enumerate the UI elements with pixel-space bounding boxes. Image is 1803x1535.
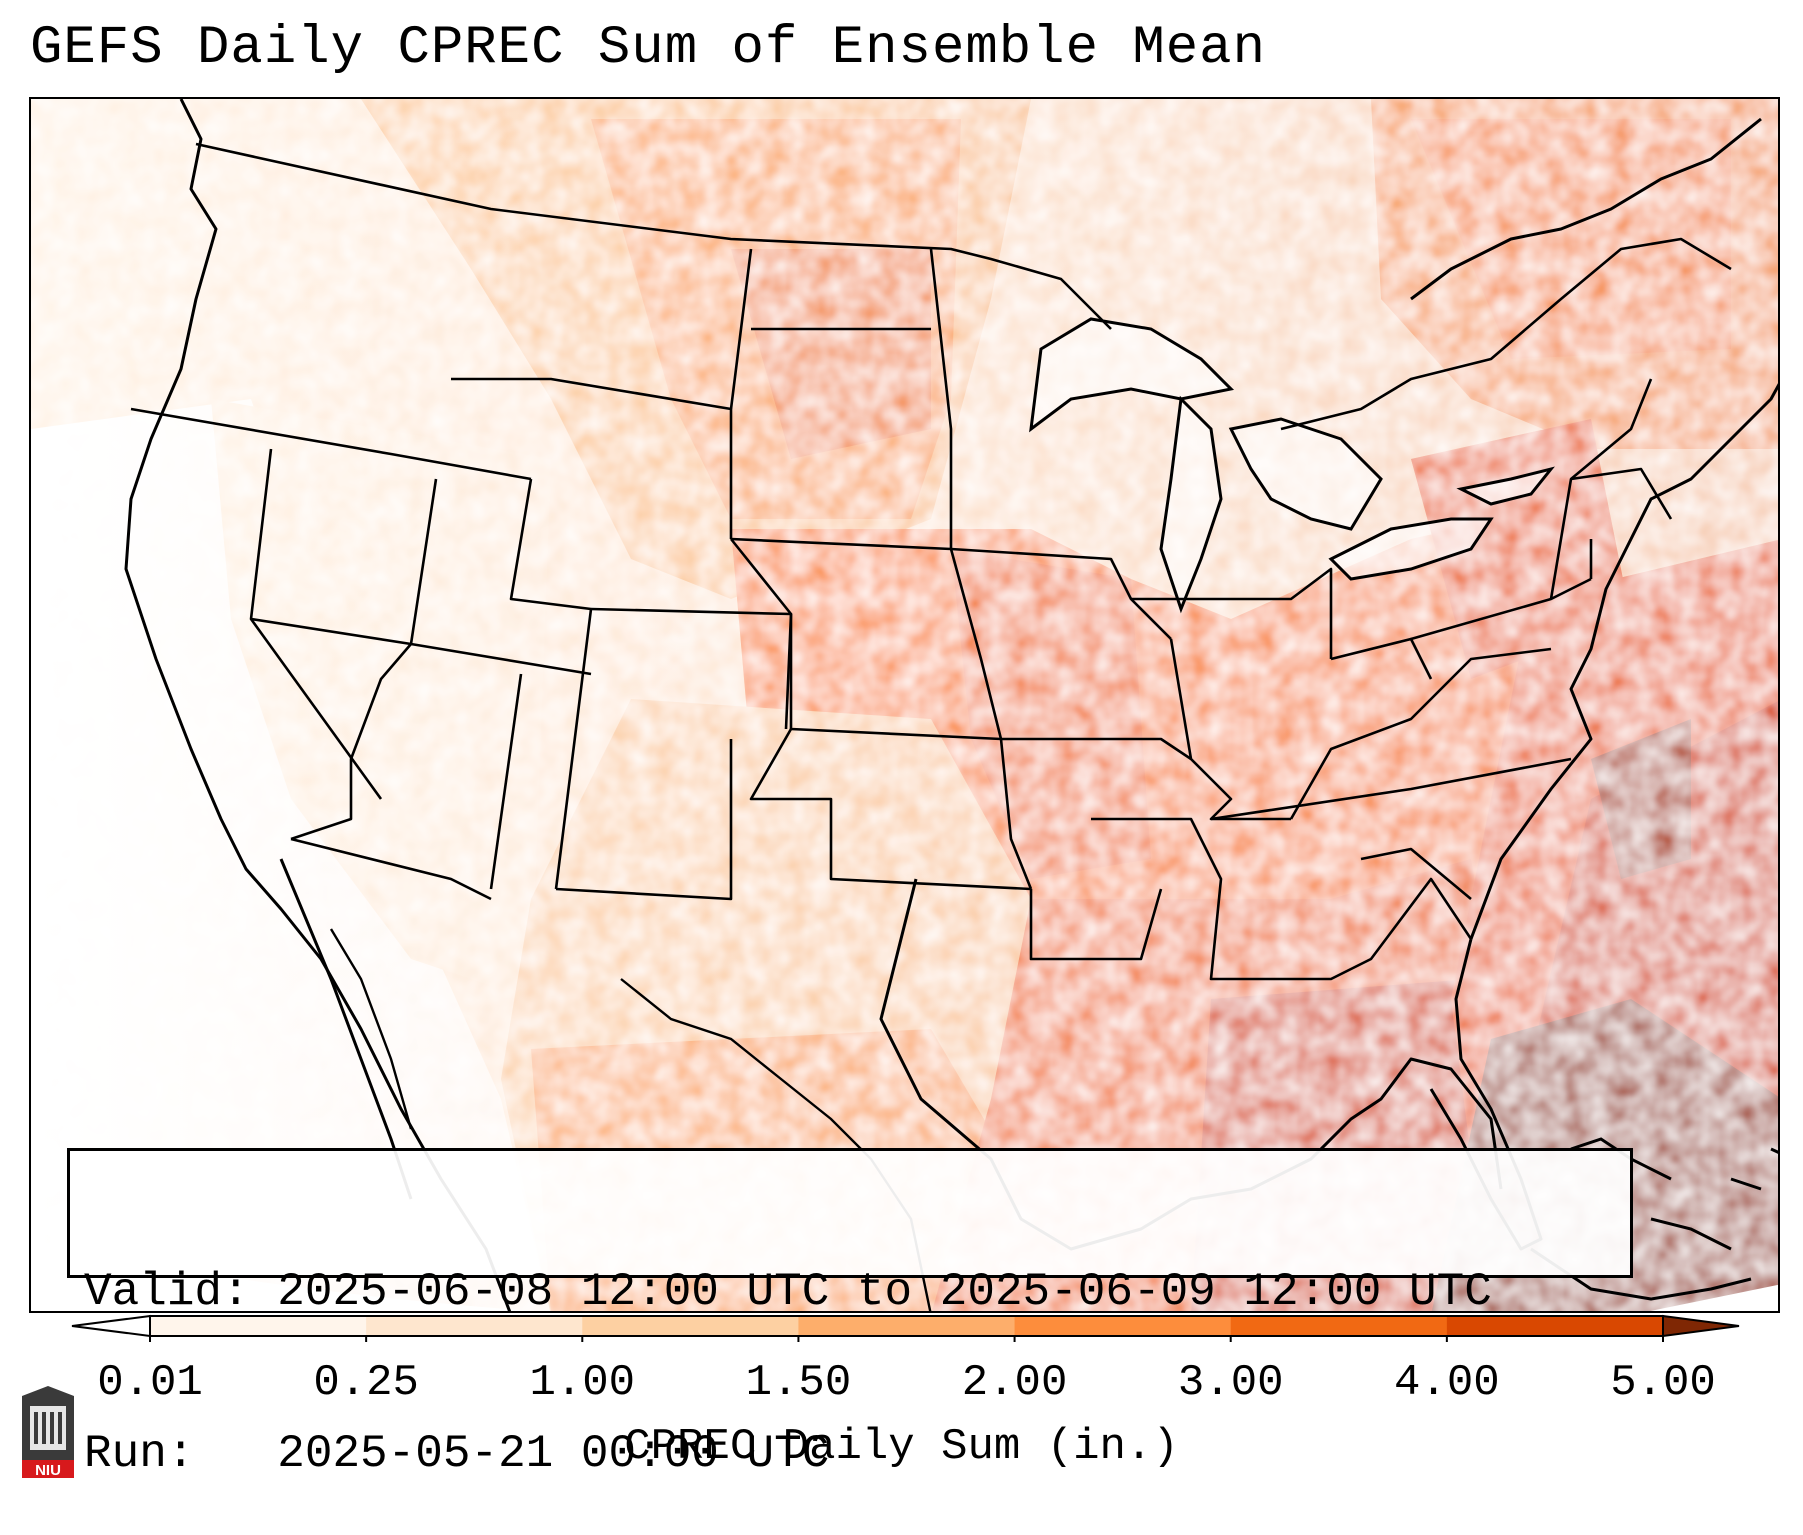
colorbar-tick-label: 2.00 (961, 1358, 1068, 1408)
colorbar-under-arrow (71, 1314, 151, 1338)
colorbar-segment (582, 1316, 799, 1336)
logo-text: NIU (35, 1462, 61, 1479)
run-time-text: Run: 2025-05-21 00:00 UTC (84, 1428, 830, 1480)
colorbar-segment (1014, 1316, 1232, 1336)
colorbar-segment (1446, 1316, 1664, 1336)
valid-time-text: Valid: 2025-06-08 12:00 UTC to 2025-06-0… (84, 1266, 1492, 1318)
niu-logo-icon: NIU (22, 1386, 74, 1479)
map-title: GEFS Daily CPREC Sum of Ensemble Mean (30, 18, 1266, 79)
colorbar-tick-label: 4.00 (1394, 1358, 1500, 1408)
great-lakes (1029, 317, 1555, 614)
state-borders (130, 142, 1732, 981)
colorbar-outline (149, 1315, 1664, 1337)
colorbar-tick-label: 5.00 (1610, 1358, 1716, 1408)
colorbar (71, 1314, 1740, 1342)
colorbar-tick-label: 0.25 (313, 1358, 419, 1408)
colorbar-segment (366, 1316, 583, 1336)
precipitation-map[interactable] (29, 97, 1780, 1313)
colorbar-tick-label: 1.50 (745, 1358, 852, 1408)
colorbar-tick-label: 0.01 (97, 1358, 203, 1408)
precip-field (31, 99, 1778, 1311)
colorbar-over-arrow (1662, 1314, 1740, 1338)
colorbar-tick-label: 3.00 (1177, 1358, 1284, 1408)
colorbar-label: CPREC Daily Sum (in.) (624, 1422, 1179, 1472)
valid-time-box: Valid: 2025-06-08 12:00 UTC to 2025-06-0… (67, 1148, 1633, 1480)
colorbar-segment (1230, 1316, 1448, 1336)
colorbar-tick-label: 1.00 (529, 1358, 636, 1408)
colorbar-segment (798, 1316, 1016, 1336)
colorbar-segment (150, 1316, 367, 1336)
